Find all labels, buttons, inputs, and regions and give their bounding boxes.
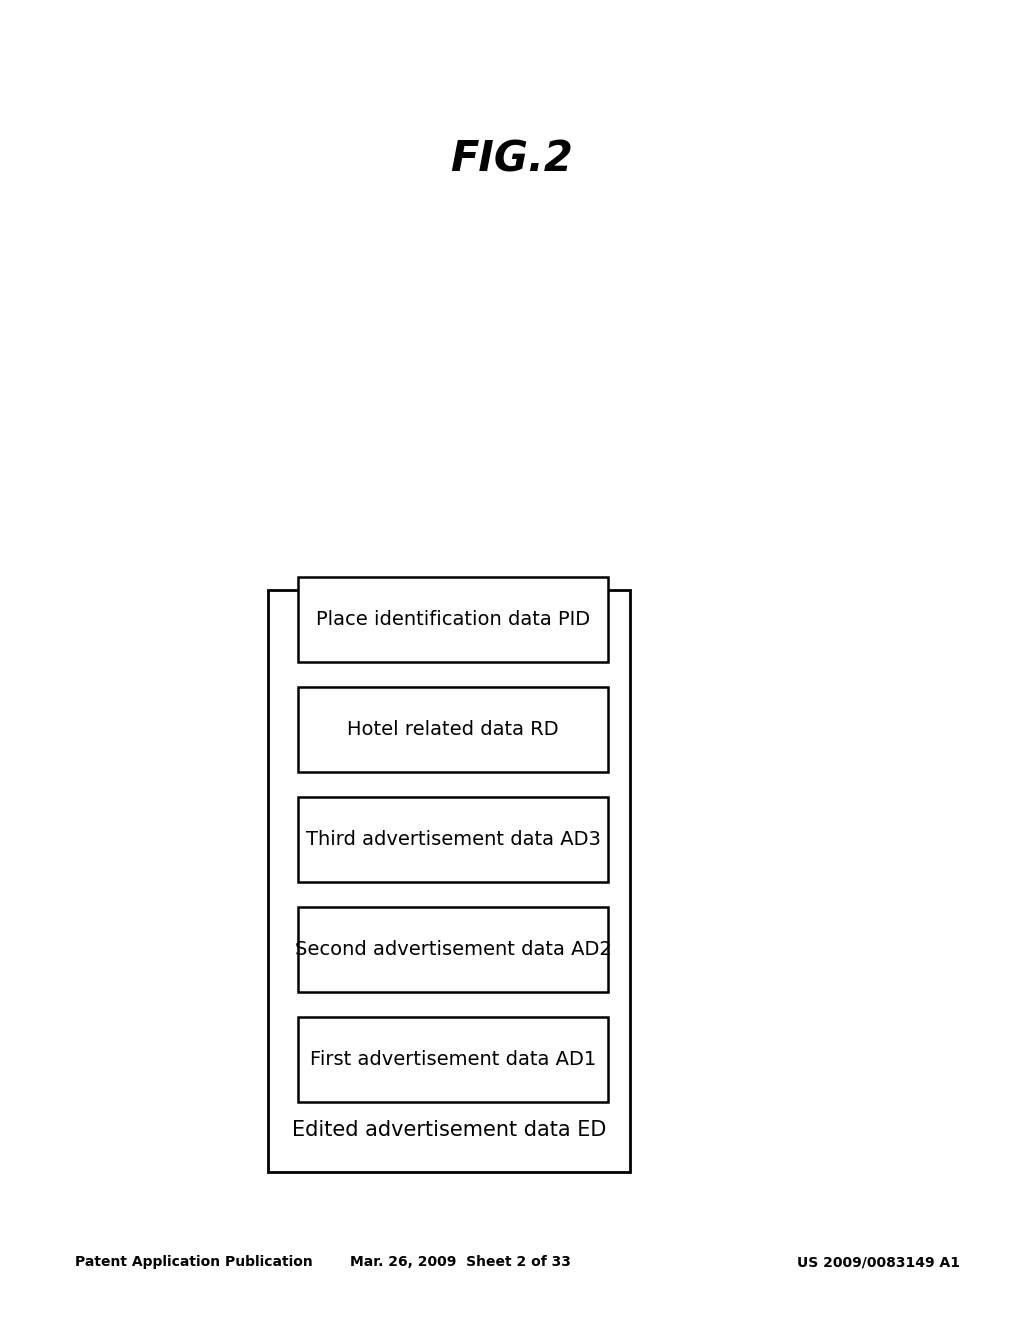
Text: Edited advertisement data ED: Edited advertisement data ED [292, 1119, 606, 1140]
Text: Third advertisement data AD3: Third advertisement data AD3 [305, 830, 600, 849]
Bar [298, 686, 608, 772]
Bar [268, 590, 630, 1172]
Text: Hotel related data RD: Hotel related data RD [347, 719, 559, 739]
Text: Patent Application Publication: Patent Application Publication [75, 1255, 312, 1269]
Bar [298, 1016, 608, 1102]
Bar [298, 577, 608, 663]
Text: Second advertisement data AD2: Second advertisement data AD2 [295, 940, 611, 960]
Text: Mar. 26, 2009  Sheet 2 of 33: Mar. 26, 2009 Sheet 2 of 33 [349, 1255, 570, 1269]
Bar [298, 797, 608, 882]
Text: FIG.2: FIG.2 [451, 139, 573, 181]
Bar [298, 907, 608, 993]
Text: First advertisement data AD1: First advertisement data AD1 [310, 1049, 596, 1069]
Text: US 2009/0083149 A1: US 2009/0083149 A1 [797, 1255, 961, 1269]
Text: Place identification data PID: Place identification data PID [316, 610, 590, 630]
